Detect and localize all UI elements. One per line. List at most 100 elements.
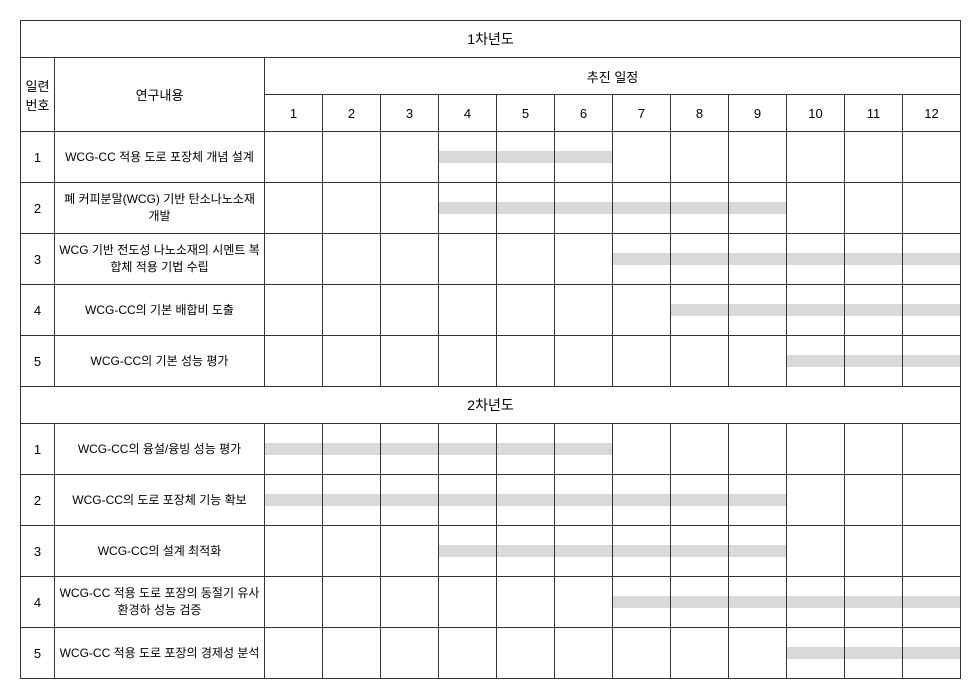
gantt-cell: [381, 628, 439, 679]
gantt-cell: [497, 336, 555, 387]
gantt-cell: [497, 234, 555, 285]
gantt-bar: [555, 494, 612, 506]
gantt-cell: [555, 628, 613, 679]
gantt-cell: [729, 628, 787, 679]
gantt-cell: [671, 285, 729, 336]
year-header-row: 2차년도: [21, 387, 961, 424]
gantt-cell: [903, 475, 961, 526]
gantt-cell: [613, 132, 671, 183]
gantt-bar: [787, 304, 844, 316]
gantt-bar: [729, 494, 786, 506]
gantt-bar: [497, 545, 554, 557]
row-number: 1: [21, 424, 55, 475]
gantt-cell: [903, 424, 961, 475]
header-month: 11: [845, 95, 903, 132]
gantt-cell: [729, 336, 787, 387]
gantt-cell: [497, 132, 555, 183]
header-month: 2: [323, 95, 381, 132]
table-row: 1WCG-CC 적용 도로 포장체 개념 설계: [21, 132, 961, 183]
gantt-bar: [671, 253, 728, 265]
gantt-cell: [439, 526, 497, 577]
gantt-cell: [265, 336, 323, 387]
row-number: 4: [21, 285, 55, 336]
gantt-bar: [729, 304, 786, 316]
gantt-cell: [729, 424, 787, 475]
gantt-cell: [787, 526, 845, 577]
gantt-cell: [555, 336, 613, 387]
gantt-bar: [439, 202, 496, 214]
gantt-cell: [439, 628, 497, 679]
gantt-cell: [729, 285, 787, 336]
gantt-cell: [555, 285, 613, 336]
row-label: WCG-CC의 도로 포장체 기능 확보: [55, 475, 265, 526]
gantt-bar: [555, 202, 612, 214]
gantt-bar: [671, 494, 728, 506]
table-row: 1WCG-CC의 융설/융빙 성능 평가: [21, 424, 961, 475]
gantt-cell: [323, 234, 381, 285]
gantt-cell: [439, 183, 497, 234]
gantt-bar: [903, 647, 960, 659]
row-label: WCG-CC의 융설/융빙 성능 평가: [55, 424, 265, 475]
row-number: 2: [21, 475, 55, 526]
gantt-bar: [845, 304, 902, 316]
row-label: WCG-CC의 기본 배합비 도출: [55, 285, 265, 336]
gantt-cell: [787, 475, 845, 526]
gantt-cell: [265, 526, 323, 577]
gantt-cell: [787, 285, 845, 336]
header-month: 9: [729, 95, 787, 132]
gantt-bar: [613, 253, 670, 265]
table-row: 2폐 커피분말(WCG) 기반 탄소나노소재 개발: [21, 183, 961, 234]
gantt-cell: [381, 285, 439, 336]
header-serial: 일련번호: [21, 58, 55, 132]
gantt-cell: [903, 336, 961, 387]
gantt-cell: [903, 285, 961, 336]
gantt-bar: [729, 253, 786, 265]
gantt-cell: [439, 285, 497, 336]
gantt-bar: [265, 443, 322, 455]
gantt-cell: [323, 424, 381, 475]
gantt-bar: [497, 202, 554, 214]
gantt-bar: [845, 253, 902, 265]
gantt-cell: [613, 234, 671, 285]
gantt-cell: [381, 234, 439, 285]
gantt-cell: [555, 234, 613, 285]
gantt-cell: [497, 183, 555, 234]
gantt-cell: [323, 336, 381, 387]
gantt-cell: [671, 424, 729, 475]
gantt-cell: [265, 132, 323, 183]
gantt-cell: [381, 132, 439, 183]
gantt-cell: [671, 475, 729, 526]
gantt-cell: [265, 234, 323, 285]
row-label: 폐 커피분말(WCG) 기반 탄소나노소재 개발: [55, 183, 265, 234]
gantt-cell: [497, 577, 555, 628]
year-header-row: 1차년도: [21, 21, 961, 58]
gantt-bar: [903, 596, 960, 608]
gantt-bar: [439, 443, 496, 455]
gantt-cell: [265, 577, 323, 628]
header-schedule: 추진 일정: [265, 58, 961, 95]
row-label: WCG-CC 적용 도로 포장의 경제성 분석: [55, 628, 265, 679]
gantt-cell: [613, 336, 671, 387]
gantt-bar: [671, 545, 728, 557]
year-title: 1차년도: [21, 21, 961, 58]
gantt-bar: [323, 443, 380, 455]
gantt-cell: [787, 183, 845, 234]
table-row: 2WCG-CC의 도로 포장체 기능 확보: [21, 475, 961, 526]
gantt-bar: [555, 545, 612, 557]
row-label: WCG 기반 전도성 나노소재의 시멘트 복합체 적용 기법 수립: [55, 234, 265, 285]
row-label: WCG-CC의 설계 최적화: [55, 526, 265, 577]
table-row: 3WCG 기반 전도성 나노소재의 시멘트 복합체 적용 기법 수립: [21, 234, 961, 285]
gantt-cell: [555, 475, 613, 526]
gantt-cell: [845, 183, 903, 234]
gantt-cell: [903, 132, 961, 183]
gantt-cell: [555, 183, 613, 234]
table-row: 5WCG-CC의 기본 성능 평가: [21, 336, 961, 387]
gantt-cell: [671, 234, 729, 285]
header-month: 7: [613, 95, 671, 132]
header-month: 4: [439, 95, 497, 132]
gantt-cell: [323, 628, 381, 679]
gantt-cell: [497, 628, 555, 679]
gantt-cell: [381, 336, 439, 387]
gantt-cell: [439, 424, 497, 475]
gantt-bar: [555, 151, 612, 163]
